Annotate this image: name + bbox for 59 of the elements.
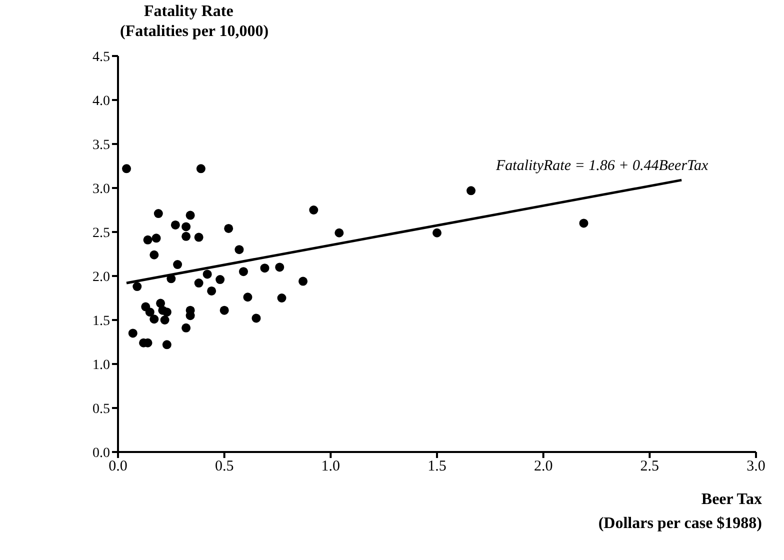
x-tick-label: 0.0 bbox=[108, 458, 128, 475]
point bbox=[194, 278, 204, 288]
point bbox=[162, 340, 172, 350]
y-tick-label: 0.5 bbox=[92, 402, 110, 417]
x-tick-label: 1.0 bbox=[321, 458, 340, 475]
point bbox=[154, 209, 163, 218]
point bbox=[162, 308, 172, 317]
point bbox=[275, 262, 284, 272]
point bbox=[196, 164, 206, 174]
x-tick-label: 2.5 bbox=[640, 458, 660, 475]
point bbox=[186, 210, 195, 220]
point bbox=[173, 260, 182, 270]
y-tick-label: 3.0 bbox=[92, 182, 110, 197]
point bbox=[220, 306, 229, 315]
point bbox=[160, 316, 170, 324]
point bbox=[334, 228, 344, 238]
point bbox=[243, 292, 252, 302]
point bbox=[207, 286, 216, 296]
y-tick-label: 4.5 bbox=[92, 50, 110, 65]
y-tick-label: 1.5 bbox=[92, 314, 110, 329]
point bbox=[122, 164, 132, 174]
point bbox=[143, 235, 152, 244]
point bbox=[152, 234, 161, 243]
point bbox=[182, 323, 191, 332]
point bbox=[150, 314, 159, 324]
point bbox=[128, 328, 138, 338]
y-tick-label: 1.0 bbox=[92, 358, 110, 373]
point bbox=[194, 232, 204, 242]
y-tick-label: 4.0 bbox=[92, 94, 110, 109]
point bbox=[170, 220, 180, 230]
point bbox=[202, 270, 212, 279]
y-axis-title: Fatality Rate (Fatalities per 10,000) bbox=[120, 2, 269, 42]
point bbox=[216, 275, 225, 284]
x-tick-label: 3.0 bbox=[746, 458, 766, 475]
point bbox=[224, 224, 234, 233]
point bbox=[150, 250, 159, 260]
point bbox=[182, 232, 191, 241]
point bbox=[466, 186, 476, 196]
x-axis-title: Beer Tax (Dollars per case $1988) bbox=[598, 490, 762, 534]
point bbox=[182, 222, 191, 232]
x-tick-label: 1.5 bbox=[428, 458, 446, 475]
point bbox=[260, 264, 270, 273]
y-tick-label: 2.5 bbox=[92, 226, 110, 241]
annotation: FatalityRate = 1.86 + 0.44BeerTax bbox=[496, 158, 708, 175]
point bbox=[309, 206, 318, 214]
y-tick-label: 0.0 bbox=[92, 446, 110, 461]
point bbox=[298, 276, 308, 286]
y-tick-label: 3.5 bbox=[92, 138, 110, 153]
y-tick-label: 2.0 bbox=[92, 270, 110, 285]
point bbox=[277, 294, 286, 302]
point bbox=[579, 218, 588, 228]
point bbox=[132, 282, 142, 292]
point bbox=[238, 267, 248, 276]
x-tick-label: 0.5 bbox=[214, 458, 234, 475]
point bbox=[432, 228, 442, 238]
point bbox=[234, 245, 244, 254]
point bbox=[252, 314, 261, 323]
x-tick-label: 2.0 bbox=[534, 458, 553, 475]
point bbox=[145, 308, 154, 317]
